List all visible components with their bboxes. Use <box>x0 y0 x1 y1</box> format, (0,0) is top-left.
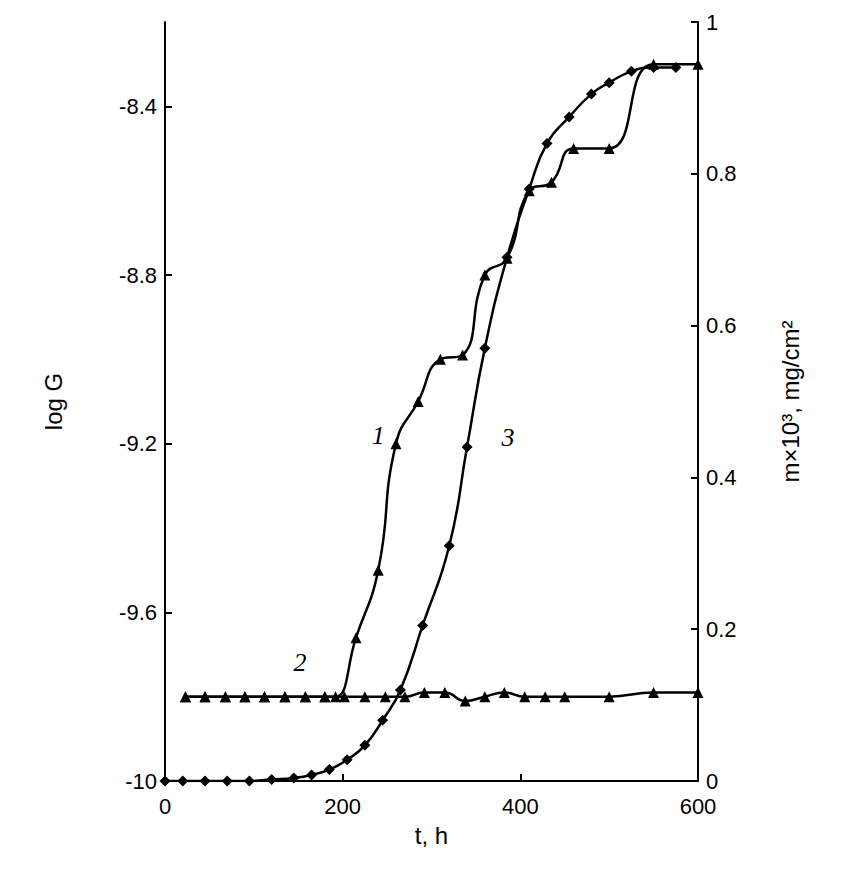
svg-text:-9.6: -9.6 <box>119 600 157 625</box>
svg-text:-8.8: -8.8 <box>119 263 157 288</box>
svg-text:600: 600 <box>680 794 717 819</box>
svg-text:m×10³, mg/cm²: m×10³, mg/cm² <box>777 320 804 482</box>
svg-text:1: 1 <box>372 421 385 450</box>
svg-text:3: 3 <box>500 423 514 452</box>
svg-text:400: 400 <box>502 794 539 819</box>
svg-text:1: 1 <box>706 10 718 35</box>
svg-text:-10: -10 <box>125 769 157 794</box>
svg-text:2: 2 <box>294 648 307 677</box>
svg-text:0: 0 <box>706 769 718 794</box>
svg-text:0.2: 0.2 <box>706 617 737 642</box>
svg-text:0.6: 0.6 <box>706 313 737 338</box>
svg-text:t, h: t, h <box>415 822 448 849</box>
svg-text:0.8: 0.8 <box>706 161 737 186</box>
svg-text:0.4: 0.4 <box>706 465 737 490</box>
svg-text:200: 200 <box>324 794 361 819</box>
svg-text:-8.4: -8.4 <box>119 94 157 119</box>
svg-text:0: 0 <box>159 794 171 819</box>
svg-text:log G: log G <box>40 373 67 430</box>
svg-text:-9.2: -9.2 <box>119 431 157 456</box>
